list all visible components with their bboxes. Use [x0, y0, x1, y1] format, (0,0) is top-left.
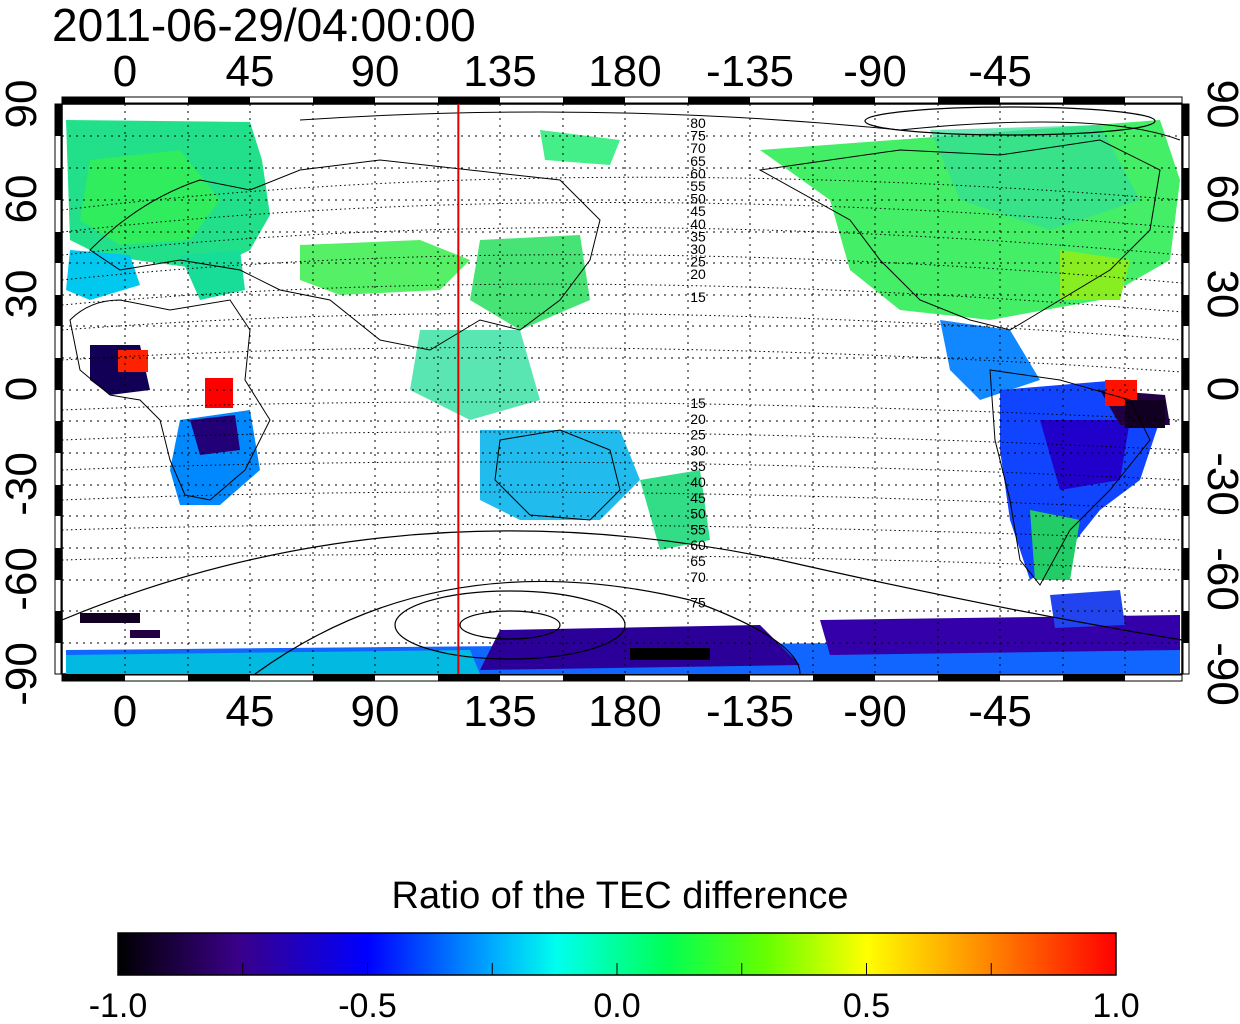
- top-lon-tick-label: -135: [706, 47, 794, 96]
- north-contour-label: 65: [690, 153, 706, 169]
- top-lon-tick-label: 180: [588, 47, 661, 96]
- south-contour-loops: [62, 106, 1182, 674]
- contour-lines: [62, 176, 1182, 571]
- colorbar-labels: -1.0 -0.5 0.0 0.5 1.0: [89, 987, 1140, 1024]
- left-latitude-labels: 90 60 30 0 -30 -60 -90: [0, 80, 46, 706]
- south-contour-label: 55: [690, 521, 706, 537]
- north-contour-label: 75: [690, 128, 706, 144]
- bottom-longitude-labels: 0 45 90 135 180 -135 -90 -45: [113, 687, 1032, 736]
- left-lat-tick-label: 0: [0, 377, 46, 401]
- north-contour-label: 60: [690, 165, 706, 181]
- south-contour-label: 20: [690, 411, 706, 427]
- right-lat-tick-label: -30: [1198, 452, 1240, 516]
- north-contour-label: 15: [690, 289, 706, 305]
- bottom-lon-tick-label: -45: [968, 687, 1032, 736]
- bottom-lon-tick-label: 90: [351, 687, 400, 736]
- north-contour-label: 55: [690, 178, 706, 194]
- south-contour-label: 60: [690, 537, 706, 553]
- south-contour-label: 70: [690, 569, 706, 585]
- colorbar-tick-label: -1.0: [89, 987, 148, 1024]
- right-lat-tick-label: 90: [1198, 80, 1240, 129]
- south-contour-label: 65: [690, 553, 706, 569]
- left-lat-tick-label: 90: [0, 80, 46, 129]
- colorbar-tick-label: 1.0: [1092, 987, 1139, 1024]
- colorbar-tick-label: 0.5: [843, 987, 890, 1024]
- south-contour-label: 75: [690, 595, 706, 611]
- top-lon-tick-label: 45: [226, 47, 275, 96]
- left-lat-tick-label: -30: [0, 452, 46, 516]
- graticule: [62, 104, 1182, 674]
- top-lon-tick-label: 135: [463, 47, 536, 96]
- bottom-lon-tick-label: 135: [463, 687, 536, 736]
- colorbar-tick-label: 0.0: [593, 987, 640, 1024]
- bottom-lon-tick-label: 45: [226, 687, 275, 736]
- left-lat-tick-label: 60: [0, 175, 46, 224]
- south-contour-label: 30: [690, 442, 706, 458]
- bottom-lon-tick-label: -90: [843, 687, 907, 736]
- colorbar-title: Ratio of the TEC difference: [391, 875, 849, 917]
- axis-frame-bars: [54, 96, 1190, 682]
- bottom-lon-tick-label: 0: [113, 687, 137, 736]
- north-contour-label: 50: [690, 191, 706, 207]
- north-contour-label: 20: [690, 266, 706, 282]
- colorbar-tick-label: -0.5: [338, 987, 397, 1024]
- coastlines: [69, 111, 1181, 586]
- north-contour-label: 40: [690, 216, 706, 232]
- south-contour-label: 40: [690, 474, 706, 490]
- south-contour-label: 15: [690, 395, 706, 411]
- right-lat-tick-label: -60: [1198, 547, 1240, 611]
- north-contour-label: 45: [690, 203, 706, 219]
- left-lat-tick-label: -60: [0, 547, 46, 611]
- bottom-lon-tick-label: 180: [588, 687, 661, 736]
- right-lat-tick-label: 0: [1198, 377, 1240, 401]
- north-contour-label: 30: [690, 241, 706, 257]
- south-contour-label: 50: [690, 506, 706, 522]
- north-contour-label: 25: [690, 254, 706, 270]
- south-contour-label: 25: [690, 427, 706, 443]
- top-longitude-labels: 0 45 90 135 180 -135 -90 -45: [113, 47, 1032, 96]
- top-lon-tick-label: -45: [968, 47, 1032, 96]
- bottom-lon-tick-label: -135: [706, 687, 794, 736]
- top-lon-tick-label: 0: [113, 47, 137, 96]
- north-contour-label: 35: [690, 228, 706, 244]
- north-contour-label: 70: [690, 140, 706, 156]
- map-title: 2011-06-29/04:00:00: [52, 0, 476, 51]
- top-lon-tick-label: 90: [351, 47, 400, 96]
- right-lat-tick-label: 60: [1198, 175, 1240, 224]
- south-contour-label: 35: [690, 458, 706, 474]
- right-lat-tick-label: -90: [1198, 642, 1240, 706]
- right-lat-tick-label: 30: [1198, 270, 1240, 319]
- colorbar-ticks: [117, 963, 1117, 975]
- left-lat-tick-label: -90: [0, 642, 46, 706]
- right-latitude-labels: 90 60 30 0 -30 -60 -90: [1198, 80, 1240, 706]
- north-contour-label: 80: [690, 115, 706, 131]
- left-lat-tick-label: 30: [0, 270, 46, 319]
- south-contour-label: 45: [690, 490, 706, 506]
- top-lon-tick-label: -90: [843, 47, 907, 96]
